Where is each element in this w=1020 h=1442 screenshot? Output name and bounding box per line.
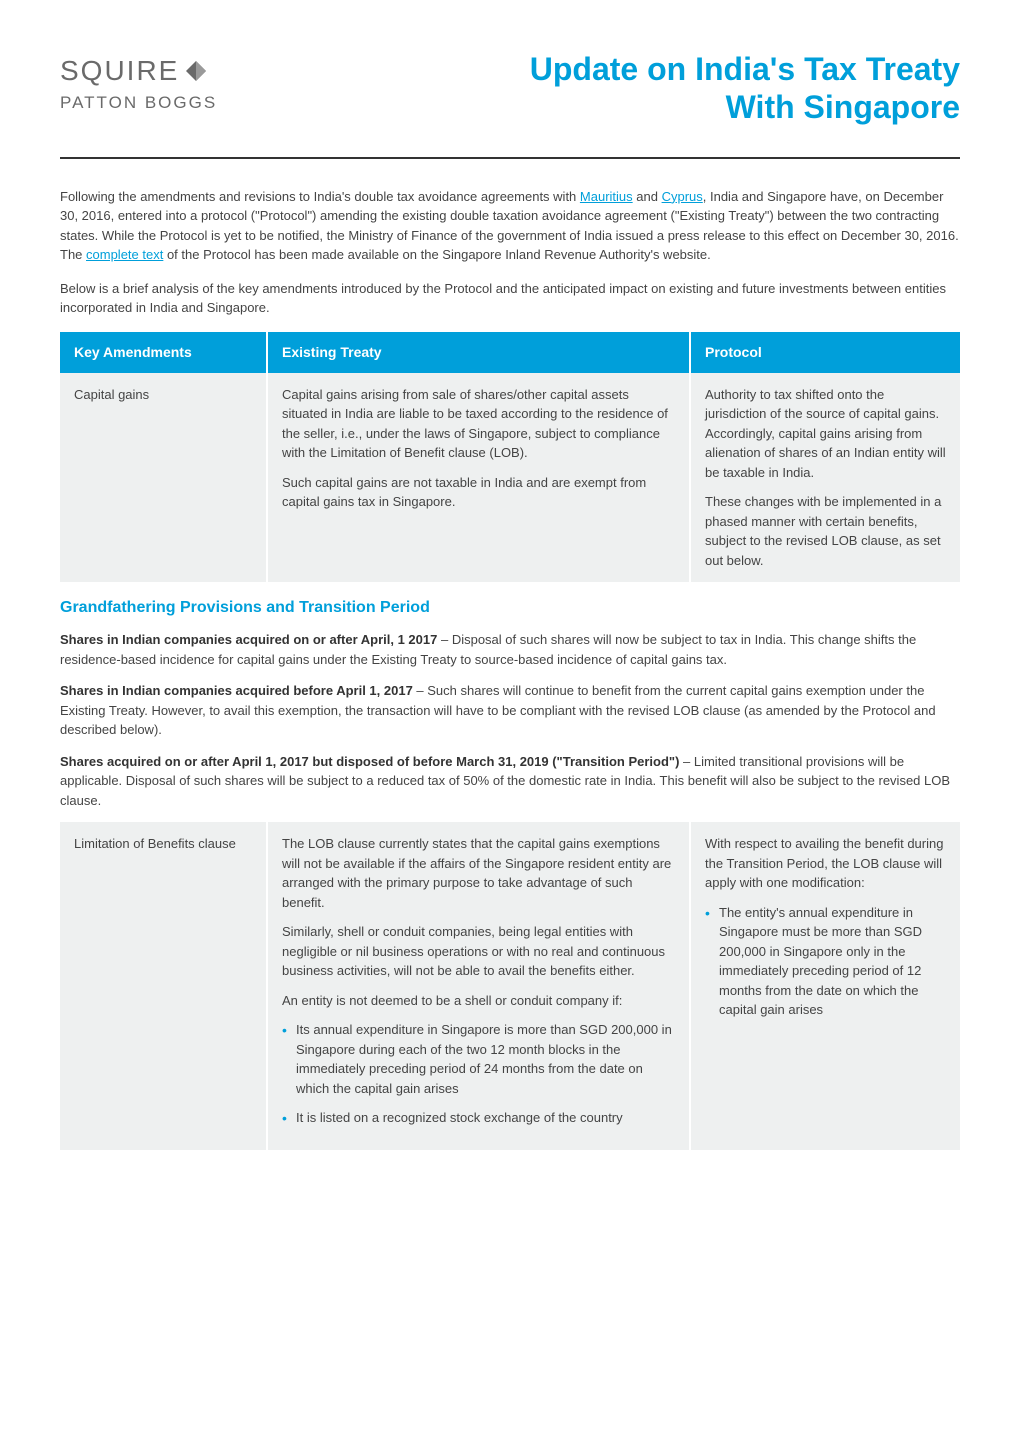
lob-bullets: The entity's annual expenditure in Singa… bbox=[705, 903, 946, 1020]
cell-text: Capital gains arising from sale of share… bbox=[282, 385, 675, 463]
title-line1: Update on India's Tax Treaty bbox=[530, 50, 960, 88]
logo-top-line: SQUIRE bbox=[60, 50, 217, 92]
lob-text: The LOB clause currently states that the… bbox=[282, 834, 675, 912]
cell-existing: Capital gains arising from sale of share… bbox=[267, 373, 690, 583]
cell-lob-key: Limitation of Benefits clause bbox=[60, 822, 267, 1150]
logo-bottom-text: PATTON BOGGS bbox=[60, 90, 217, 116]
divider bbox=[60, 157, 960, 159]
th-key: Key Amendments bbox=[60, 332, 267, 373]
cell-lob-existing: The LOB clause currently states that the… bbox=[267, 822, 690, 1150]
intro-text: Following the amendments and revisions t… bbox=[60, 189, 580, 204]
list-item: It is listed on a recognized stock excha… bbox=[282, 1108, 675, 1128]
title-line2: With Singapore bbox=[530, 88, 960, 126]
amendments-table: Key Amendments Existing Treaty Protocol … bbox=[60, 332, 960, 583]
intro-text: of the Protocol has been made available … bbox=[163, 247, 710, 262]
cell-text: Such capital gains are not taxable in In… bbox=[282, 473, 675, 512]
lob-text: With respect to availing the benefit dur… bbox=[705, 834, 946, 893]
section-heading: Grandfathering Provisions and Transition… bbox=[60, 596, 960, 620]
gf-p1: Shares in Indian companies acquired on o… bbox=[60, 630, 960, 669]
cell-text: These changes with be implemented in a p… bbox=[705, 492, 946, 570]
cell-protocol: Authority to tax shifted onto the jurisd… bbox=[690, 373, 960, 583]
list-item: The entity's annual expenditure in Singa… bbox=[705, 903, 946, 1020]
lob-text: Similarly, shell or conduit companies, b… bbox=[282, 922, 675, 981]
link-complete-text[interactable]: complete text bbox=[86, 247, 163, 262]
intro-p2: Below is a brief analysis of the key ame… bbox=[60, 279, 960, 318]
table-header-row: Key Amendments Existing Treaty Protocol bbox=[60, 332, 960, 373]
lob-bullets: Its annual expenditure in Singapore is m… bbox=[282, 1020, 675, 1128]
intro-text: and bbox=[633, 189, 662, 204]
lob-table: Limitation of Benefits clause The LOB cl… bbox=[60, 822, 960, 1150]
logo: SQUIRE PATTON BOGGS bbox=[60, 50, 217, 116]
gf-strong: Shares in Indian companies acquired on o… bbox=[60, 632, 437, 647]
list-item: Its annual expenditure in Singapore is m… bbox=[282, 1020, 675, 1098]
page-title: Update on India's Tax Treaty With Singap… bbox=[530, 50, 960, 127]
table-row: Capital gains Capital gains arising from… bbox=[60, 373, 960, 583]
intro-p1: Following the amendments and revisions t… bbox=[60, 187, 960, 265]
link-cyprus[interactable]: Cyprus bbox=[662, 189, 703, 204]
table-row: Limitation of Benefits clause The LOB cl… bbox=[60, 822, 960, 1150]
cell-key: Capital gains bbox=[60, 373, 267, 583]
logo-top-text: SQUIRE bbox=[60, 50, 179, 92]
gf-strong: Shares in Indian companies acquired befo… bbox=[60, 683, 413, 698]
gf-strong: Shares acquired on or after April 1, 201… bbox=[60, 754, 679, 769]
lob-text: An entity is not deemed to be a shell or… bbox=[282, 991, 675, 1011]
gf-p3: Shares acquired on or after April 1, 201… bbox=[60, 752, 960, 811]
logo-diamond-icon bbox=[183, 58, 209, 84]
cell-lob-protocol: With respect to availing the benefit dur… bbox=[690, 822, 960, 1150]
header-row: SQUIRE PATTON BOGGS Update on India's Ta… bbox=[60, 50, 960, 127]
th-existing: Existing Treaty bbox=[267, 332, 690, 373]
th-protocol: Protocol bbox=[690, 332, 960, 373]
grandfather-section: Grandfathering Provisions and Transition… bbox=[60, 596, 960, 810]
link-mauritius[interactable]: Mauritius bbox=[580, 189, 633, 204]
intro-block: Following the amendments and revisions t… bbox=[60, 187, 960, 318]
cell-text: Authority to tax shifted onto the jurisd… bbox=[705, 385, 946, 483]
gf-p2: Shares in Indian companies acquired befo… bbox=[60, 681, 960, 740]
